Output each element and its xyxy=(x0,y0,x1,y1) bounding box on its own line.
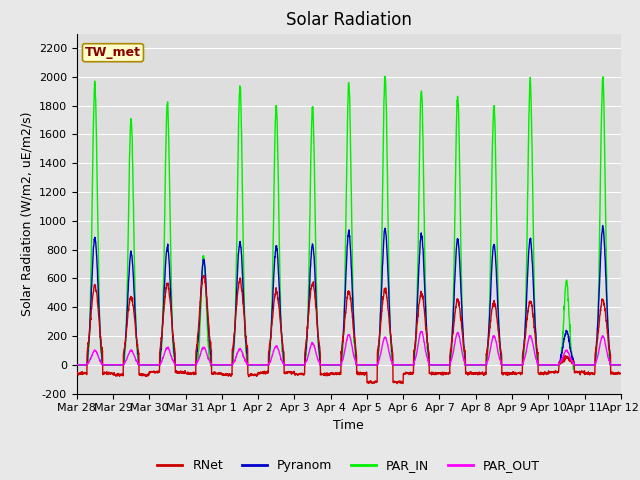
PAR_IN xyxy=(584,362,592,368)
PAR_OUT xyxy=(365,362,372,368)
Y-axis label: Solar Radiation (W/m2, uE/m2/s): Solar Radiation (W/m2, uE/m2/s) xyxy=(20,111,33,316)
Pyranom xyxy=(225,362,232,368)
RNet xyxy=(225,372,232,378)
RNet xyxy=(584,369,592,375)
RNet xyxy=(394,381,401,386)
PAR_IN xyxy=(617,362,625,368)
Line: Pyranom: Pyranom xyxy=(77,226,621,365)
Pyranom xyxy=(617,362,625,368)
Pyranom xyxy=(507,362,515,368)
X-axis label: Time: Time xyxy=(333,419,364,432)
Pyranom xyxy=(73,362,81,368)
RNet xyxy=(200,273,208,278)
Text: TW_met: TW_met xyxy=(85,46,141,59)
RNet xyxy=(508,370,515,376)
Title: Solar Radiation: Solar Radiation xyxy=(286,11,412,29)
RNet xyxy=(570,360,577,366)
PAR_IN xyxy=(376,319,384,324)
RNet xyxy=(376,325,384,331)
PAR_OUT xyxy=(225,362,232,368)
Pyranom xyxy=(569,357,577,363)
Pyranom xyxy=(365,362,372,368)
Legend: RNet, Pyranom, PAR_IN, PAR_OUT: RNet, Pyranom, PAR_IN, PAR_OUT xyxy=(152,455,545,477)
PAR_IN xyxy=(73,362,81,368)
PAR_IN xyxy=(570,366,577,372)
PAR_IN xyxy=(569,356,577,362)
RNet xyxy=(73,370,81,375)
PAR_IN xyxy=(381,73,388,79)
PAR_OUT xyxy=(569,360,577,365)
PAR_OUT xyxy=(418,328,426,334)
Pyranom xyxy=(599,223,607,228)
PAR_OUT xyxy=(584,362,592,368)
PAR_IN xyxy=(507,362,515,368)
Line: PAR_OUT: PAR_OUT xyxy=(77,331,621,365)
PAR_OUT xyxy=(617,362,625,368)
Pyranom xyxy=(376,320,384,325)
PAR_OUT xyxy=(73,362,81,368)
PAR_IN xyxy=(225,362,232,368)
RNet xyxy=(365,379,372,384)
Pyranom xyxy=(584,362,591,368)
PAR_OUT xyxy=(376,353,384,359)
PAR_OUT xyxy=(507,362,515,368)
Line: RNet: RNet xyxy=(77,276,621,384)
PAR_IN xyxy=(365,362,372,368)
Line: PAR_IN: PAR_IN xyxy=(77,76,621,369)
RNet xyxy=(617,371,625,376)
